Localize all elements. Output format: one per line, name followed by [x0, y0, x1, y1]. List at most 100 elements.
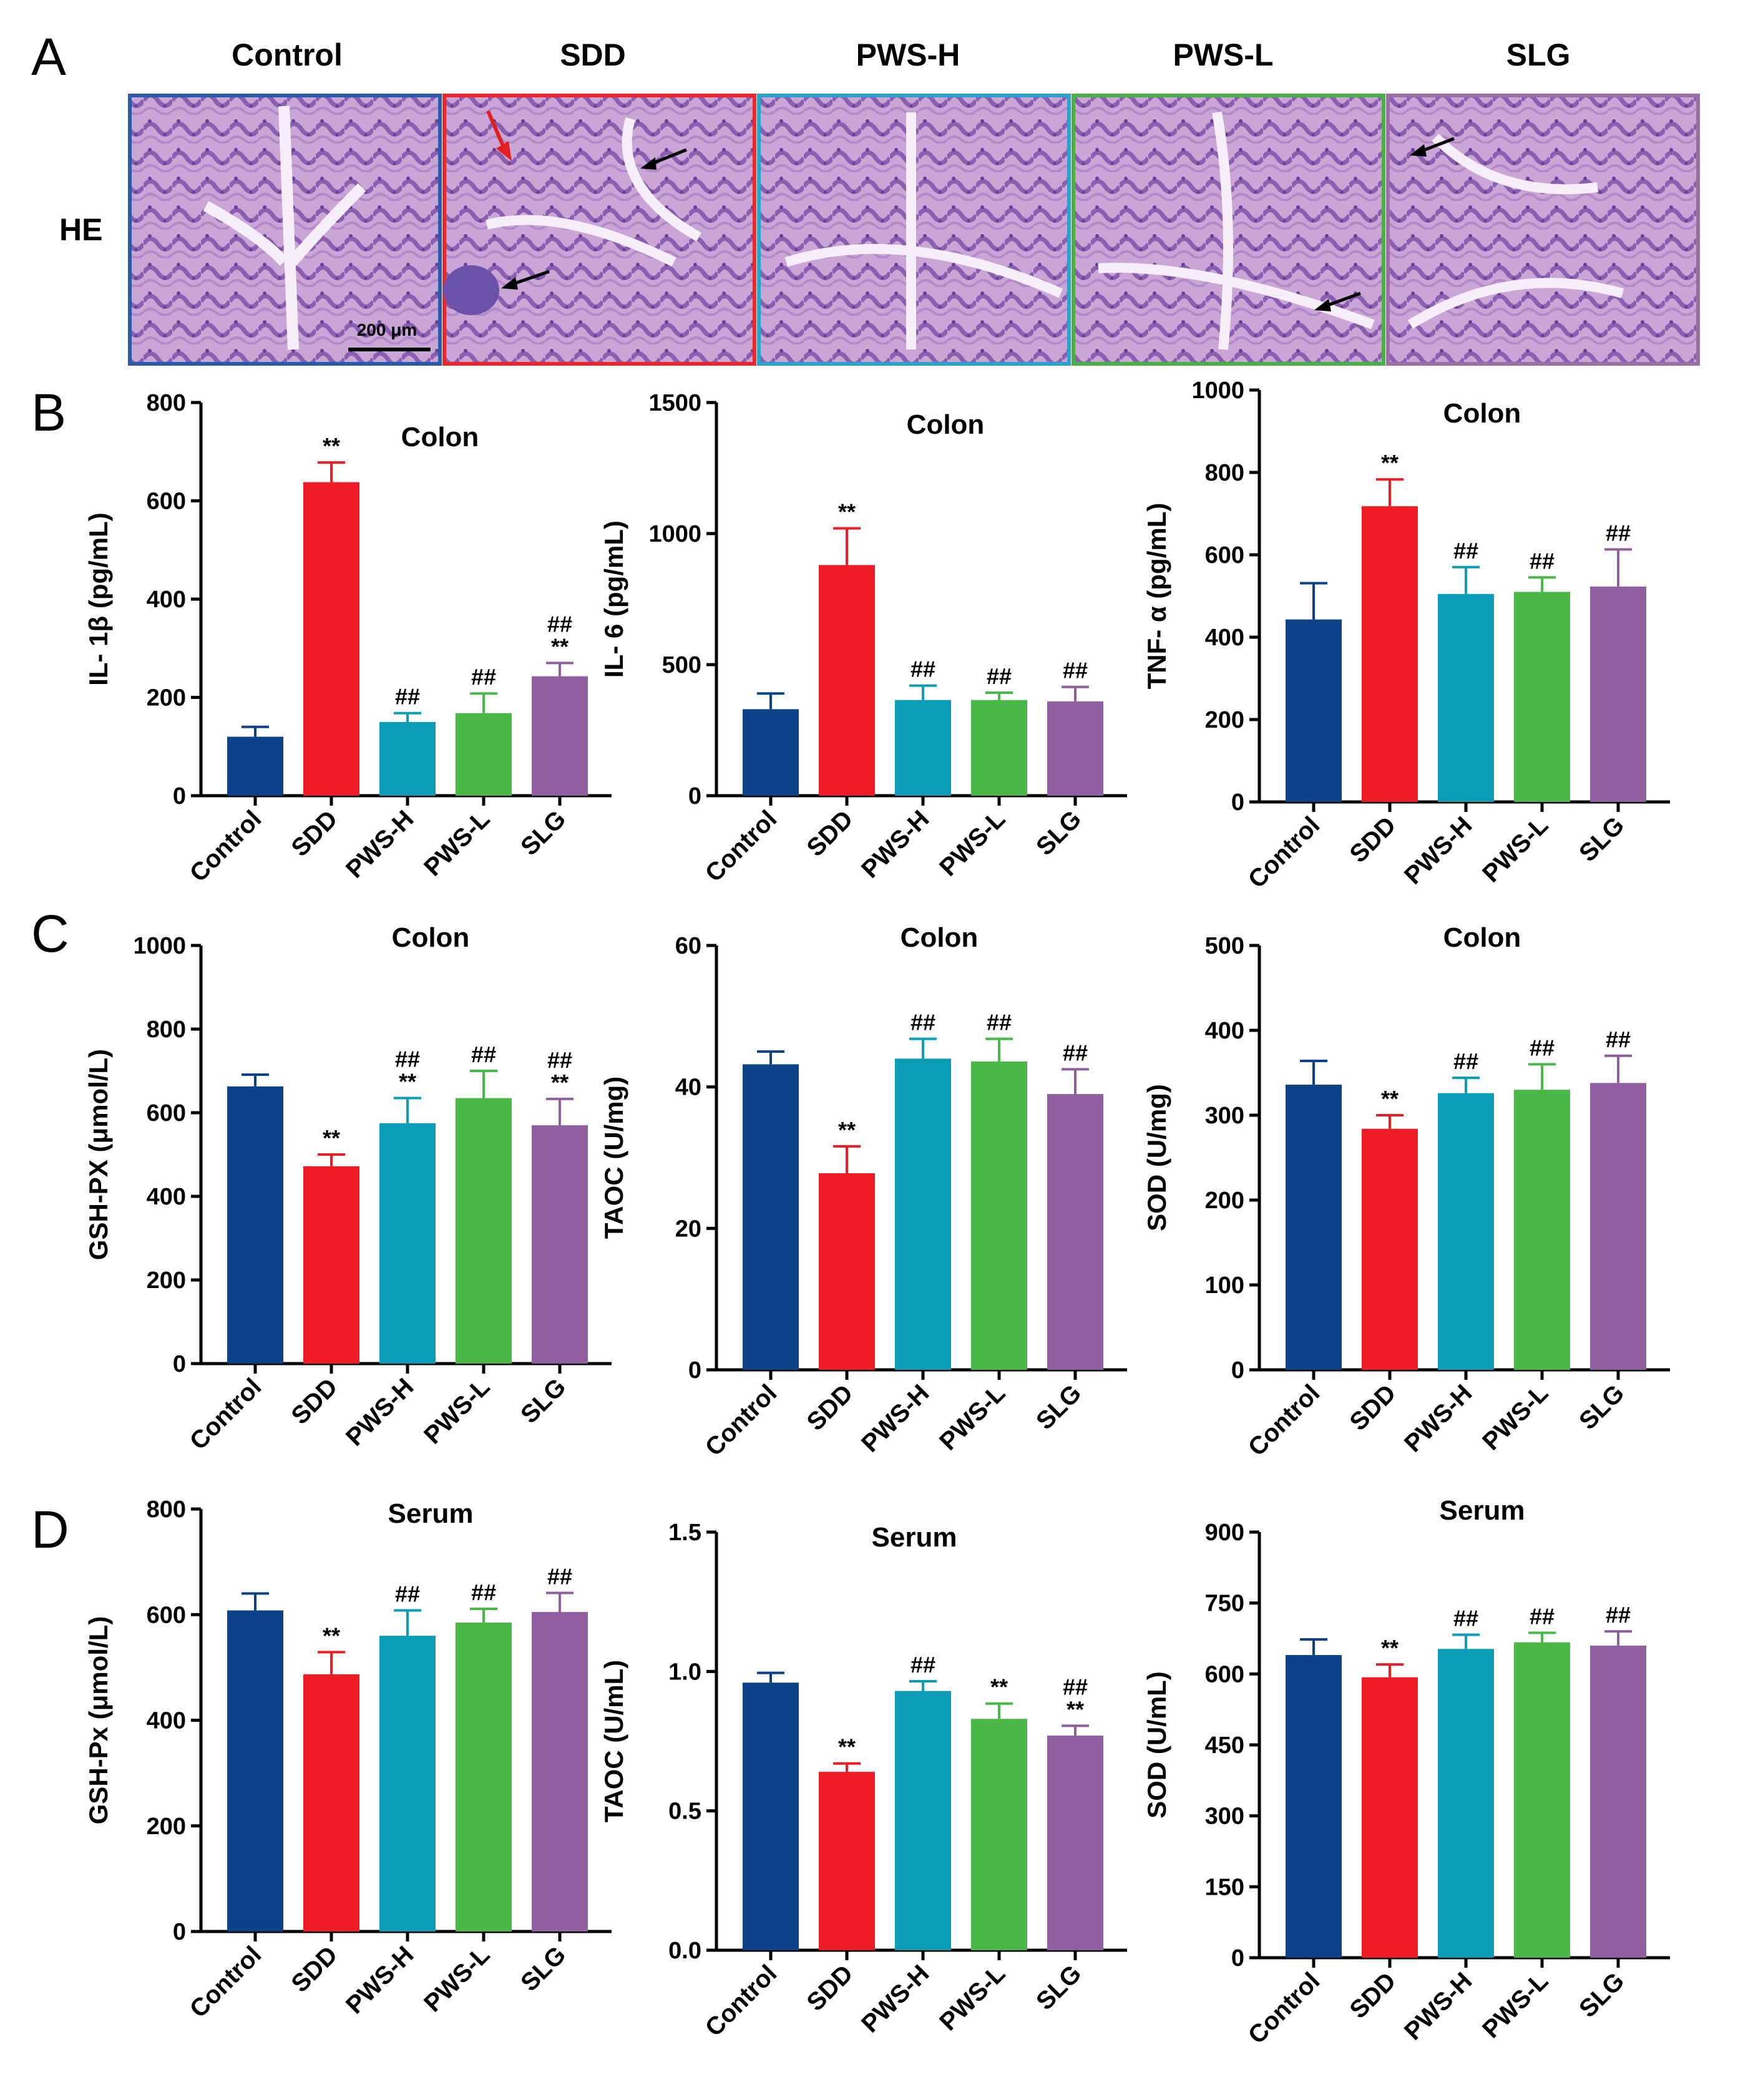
- significance-mark: **: [323, 1125, 340, 1151]
- bar-control: [227, 1610, 283, 1932]
- y-tick-label: 800: [1205, 460, 1244, 486]
- y-tick-label: 400: [1205, 625, 1244, 651]
- y-tick-label: 100: [1205, 1272, 1244, 1299]
- x-tick-label: PWS-H: [341, 1941, 419, 2019]
- y-tick-label: 200: [1205, 1188, 1244, 1214]
- panel-label-b: B: [31, 383, 66, 442]
- y-axis-label: TNF- α (pg/mL): [1142, 503, 1171, 690]
- x-tick-label: PWS-L: [419, 1941, 495, 2017]
- y-tick-label: 300: [1205, 1103, 1244, 1129]
- x-tick-label: SLG: [1574, 1967, 1629, 2023]
- y-tick-label: 0.5: [668, 1799, 701, 1825]
- x-tick-label: SLG: [1031, 805, 1086, 861]
- arrow-icon: [652, 148, 687, 165]
- bar-slg: [1047, 701, 1103, 796]
- y-axis-label: TAOC (U/mg): [599, 1077, 628, 1239]
- y-tick-label: 1000: [133, 933, 186, 959]
- bar-sdd: [303, 1674, 359, 1932]
- x-tick-label: SLG: [1031, 1960, 1086, 2015]
- bar-pws-h: [895, 700, 951, 796]
- y-tick-label: 150: [1205, 1874, 1244, 1900]
- bar-control: [1286, 1085, 1342, 1370]
- arrow-icon: [1410, 144, 1427, 157]
- bar-slg: [1047, 1094, 1103, 1370]
- bar-sdd: [1362, 1128, 1418, 1370]
- x-tick-label: Control: [185, 1373, 267, 1455]
- y-tick-label: 1000: [1191, 378, 1244, 404]
- significance-mark: **: [323, 433, 340, 459]
- x-tick-label: Control: [185, 1941, 267, 2023]
- he-title-pws-h: PWS-H: [856, 37, 960, 72]
- significance-mark: ##: [471, 1042, 496, 1067]
- x-tick-label: PWS-H: [1399, 1379, 1477, 1457]
- scale-bar-label: 200 μm: [357, 320, 417, 339]
- chart-title: Colon: [1443, 922, 1521, 953]
- bar-pws-l: [971, 1061, 1027, 1370]
- significance-mark: **: [838, 1734, 856, 1760]
- significance-mark: **: [1381, 1086, 1399, 1111]
- y-tick-label: 0.0: [668, 1938, 701, 1964]
- y-tick-label: 500: [662, 652, 701, 678]
- x-tick-label: PWS-L: [934, 1379, 1010, 1455]
- x-tick-label: SDD: [1345, 811, 1402, 868]
- x-tick-label: PWS-H: [1399, 1967, 1477, 2045]
- bar-pws-h: [379, 1636, 436, 1932]
- y-tick-label: 200: [147, 1814, 186, 1840]
- y-axis-label: SOD (U/mL): [1142, 1671, 1171, 1819]
- he-title-sdd: SDD: [560, 37, 626, 72]
- bar-pws-h: [1438, 593, 1494, 802]
- x-tick-label: Control: [700, 1960, 783, 2042]
- significance-mark: ##: [1453, 1605, 1478, 1631]
- y-tick-label: 1000: [648, 521, 701, 547]
- x-tick-label: PWS-L: [934, 805, 1010, 881]
- bar-sdd: [819, 1772, 875, 1950]
- y-tick-label: 200: [1205, 707, 1244, 733]
- x-tick-label: PWS-H: [1399, 811, 1477, 889]
- panel-label-c: C: [31, 904, 69, 963]
- y-tick-label: 1500: [648, 390, 701, 416]
- x-tick-label: PWS-H: [856, 1960, 934, 2038]
- bar-pws-h: [1438, 1649, 1494, 1958]
- significance-mark: ##: [911, 657, 935, 682]
- x-tick-label: PWS-H: [341, 1373, 419, 1451]
- chart-c3: Colon SOD (U/mg) 0 100 200 300 400 500 Control **…: [1142, 922, 1670, 1462]
- x-tick-label: SLG: [515, 1941, 571, 1996]
- significance-mark: ##: [1530, 548, 1555, 574]
- bar-sdd: [303, 482, 359, 796]
- bar-pws-l: [1514, 1090, 1570, 1370]
- significance-mark: **: [838, 499, 856, 525]
- arrow-icon: [1421, 137, 1455, 153]
- arrow-icon: [501, 277, 518, 290]
- x-tick-label: SLG: [1031, 1379, 1086, 1435]
- y-tick-label: 60: [675, 933, 701, 959]
- bar-control: [1286, 619, 1342, 802]
- bar-control: [743, 709, 799, 796]
- x-tick-label: Control: [1243, 1967, 1326, 2049]
- bar-slg: [1590, 586, 1646, 802]
- bar-slg: [1047, 1736, 1103, 1950]
- he-row-label: HE: [59, 212, 102, 247]
- chart-title: Serum: [872, 1522, 957, 1553]
- y-tick-label: 0: [173, 783, 186, 809]
- x-tick-label: Control: [1243, 811, 1326, 894]
- chart-b2: Colon IL- 6 (pg/mL) 0 500 1000 1500 Control ** S…: [599, 390, 1127, 887]
- bar-pws-l: [456, 713, 512, 796]
- x-tick-label: SDD: [802, 1379, 859, 1436]
- significance-mark: ##: [1453, 1048, 1478, 1074]
- significance-mark: ##: [547, 611, 572, 637]
- x-tick-label: Control: [1243, 1379, 1326, 1462]
- significance-mark: **: [551, 1070, 569, 1095]
- bar-slg: [532, 1612, 588, 1932]
- y-tick-label: 40: [675, 1075, 701, 1101]
- bar-pws-h: [1438, 1093, 1494, 1370]
- panel-label-a: A: [31, 27, 66, 86]
- y-tick-label: 400: [147, 1708, 186, 1734]
- bar-control: [743, 1064, 799, 1370]
- bar-sdd: [1362, 1677, 1418, 1958]
- bar-control: [227, 736, 283, 796]
- significance-mark: ##: [1606, 1027, 1631, 1052]
- he-title-control: Control: [232, 37, 343, 72]
- x-tick-label: SLG: [1574, 811, 1629, 867]
- x-tick-label: PWS-H: [856, 1379, 934, 1457]
- chart-d1: Serum GSH-Px (μmol/L) 0 200 400 600 800 Control…: [84, 1497, 612, 2023]
